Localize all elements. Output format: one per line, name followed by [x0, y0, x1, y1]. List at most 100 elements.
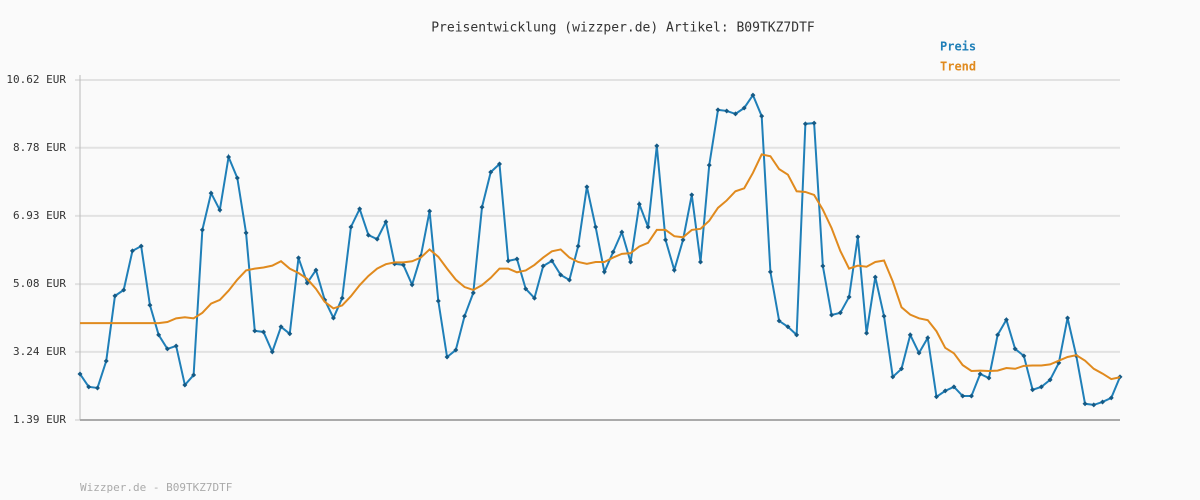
point-marker — [968, 393, 974, 399]
point-marker — [785, 324, 791, 330]
point-marker — [112, 293, 118, 299]
point-marker — [960, 393, 966, 399]
point-marker — [462, 313, 468, 319]
point-marker — [794, 332, 800, 338]
point-marker — [732, 111, 738, 117]
point-marker — [453, 347, 459, 353]
point-marker — [575, 243, 581, 249]
point-marker — [1012, 346, 1018, 352]
point-marker — [252, 328, 258, 334]
point-marker — [121, 287, 127, 293]
point-marker — [1021, 353, 1027, 359]
point-marker — [531, 295, 537, 301]
point-marker — [907, 332, 913, 338]
point-marker — [654, 143, 660, 149]
point-marker — [1108, 395, 1114, 401]
point-marker — [767, 269, 773, 275]
point-marker — [226, 154, 232, 160]
point-marker — [628, 259, 634, 265]
point-marker — [663, 237, 669, 243]
point-marker — [837, 310, 843, 316]
point-marker — [1100, 399, 1106, 405]
point-marker — [811, 120, 817, 126]
point-marker — [899, 366, 905, 372]
point-marker — [977, 371, 983, 377]
chart-title: Preisentwicklung (wizzper.de) Artikel: B… — [431, 21, 815, 36]
y-tick-label: 8.78 EUR — [13, 141, 66, 154]
point-marker — [846, 294, 852, 300]
point-marker — [584, 184, 590, 190]
point-marker — [1065, 315, 1071, 321]
point-marker — [549, 258, 555, 264]
point-marker — [925, 335, 931, 341]
point-marker — [951, 384, 957, 390]
y-tick-label: 1.39 EUR — [13, 413, 66, 426]
point-marker — [593, 224, 599, 230]
footer: Wizzper.de - B09TKZ7DTF — [80, 481, 232, 494]
point-marker — [750, 92, 756, 98]
legend-label: Trend — [940, 60, 976, 74]
point-marker — [208, 190, 214, 196]
point-marker — [191, 372, 197, 378]
point-marker — [1003, 317, 1009, 323]
point-marker — [488, 169, 494, 175]
point-marker — [715, 107, 721, 113]
point-marker — [933, 394, 939, 400]
point-marker — [601, 269, 607, 275]
point-marker — [689, 192, 695, 198]
point-marker — [374, 236, 380, 242]
point-marker — [383, 219, 389, 225]
point-marker — [706, 162, 712, 168]
series-line — [80, 153, 1121, 381]
point-marker — [400, 262, 406, 268]
point-marker — [444, 354, 450, 360]
point-marker — [986, 375, 992, 381]
point-marker — [864, 330, 870, 336]
y-tick-label: 10.62 EUR — [6, 73, 66, 86]
point-marker — [199, 227, 205, 233]
point-marker — [855, 234, 861, 240]
point-marker — [77, 371, 83, 377]
y-tick-label: 5.08 EUR — [13, 277, 66, 290]
point-marker — [759, 113, 765, 119]
y-tick-label: 3.24 EUR — [13, 345, 66, 358]
point-marker — [1038, 384, 1044, 390]
point-marker — [182, 382, 188, 388]
point-marker — [479, 204, 485, 210]
point-marker — [147, 302, 153, 308]
point-marker — [234, 175, 240, 181]
point-marker — [942, 388, 948, 394]
point-marker — [103, 358, 109, 364]
point-marker — [261, 329, 267, 335]
point-marker — [698, 259, 704, 265]
point-marker — [802, 121, 808, 127]
point-marker — [339, 295, 345, 301]
point-marker — [173, 343, 179, 349]
point-marker — [86, 384, 92, 390]
point-marker — [287, 331, 293, 337]
point-marker — [365, 232, 371, 238]
point-marker — [820, 263, 826, 269]
point-marker — [890, 374, 896, 380]
point-marker — [1047, 377, 1053, 383]
point-marker — [330, 315, 336, 321]
point-marker — [217, 207, 223, 213]
point-marker — [680, 237, 686, 243]
point-marker — [435, 298, 441, 304]
point-marker — [523, 286, 529, 292]
point-marker — [505, 258, 511, 264]
point-marker — [636, 201, 642, 207]
point-marker — [278, 324, 284, 330]
point-marker — [348, 224, 354, 230]
point-marker — [164, 346, 170, 352]
point-marker — [1091, 402, 1097, 408]
point-marker — [872, 274, 878, 280]
point-marker — [156, 332, 162, 338]
point-marker — [1082, 401, 1088, 407]
point-marker — [776, 318, 782, 324]
point-marker — [916, 350, 922, 356]
legend-label: Preis — [940, 40, 976, 54]
point-marker — [1030, 387, 1036, 393]
point-marker — [243, 230, 249, 236]
